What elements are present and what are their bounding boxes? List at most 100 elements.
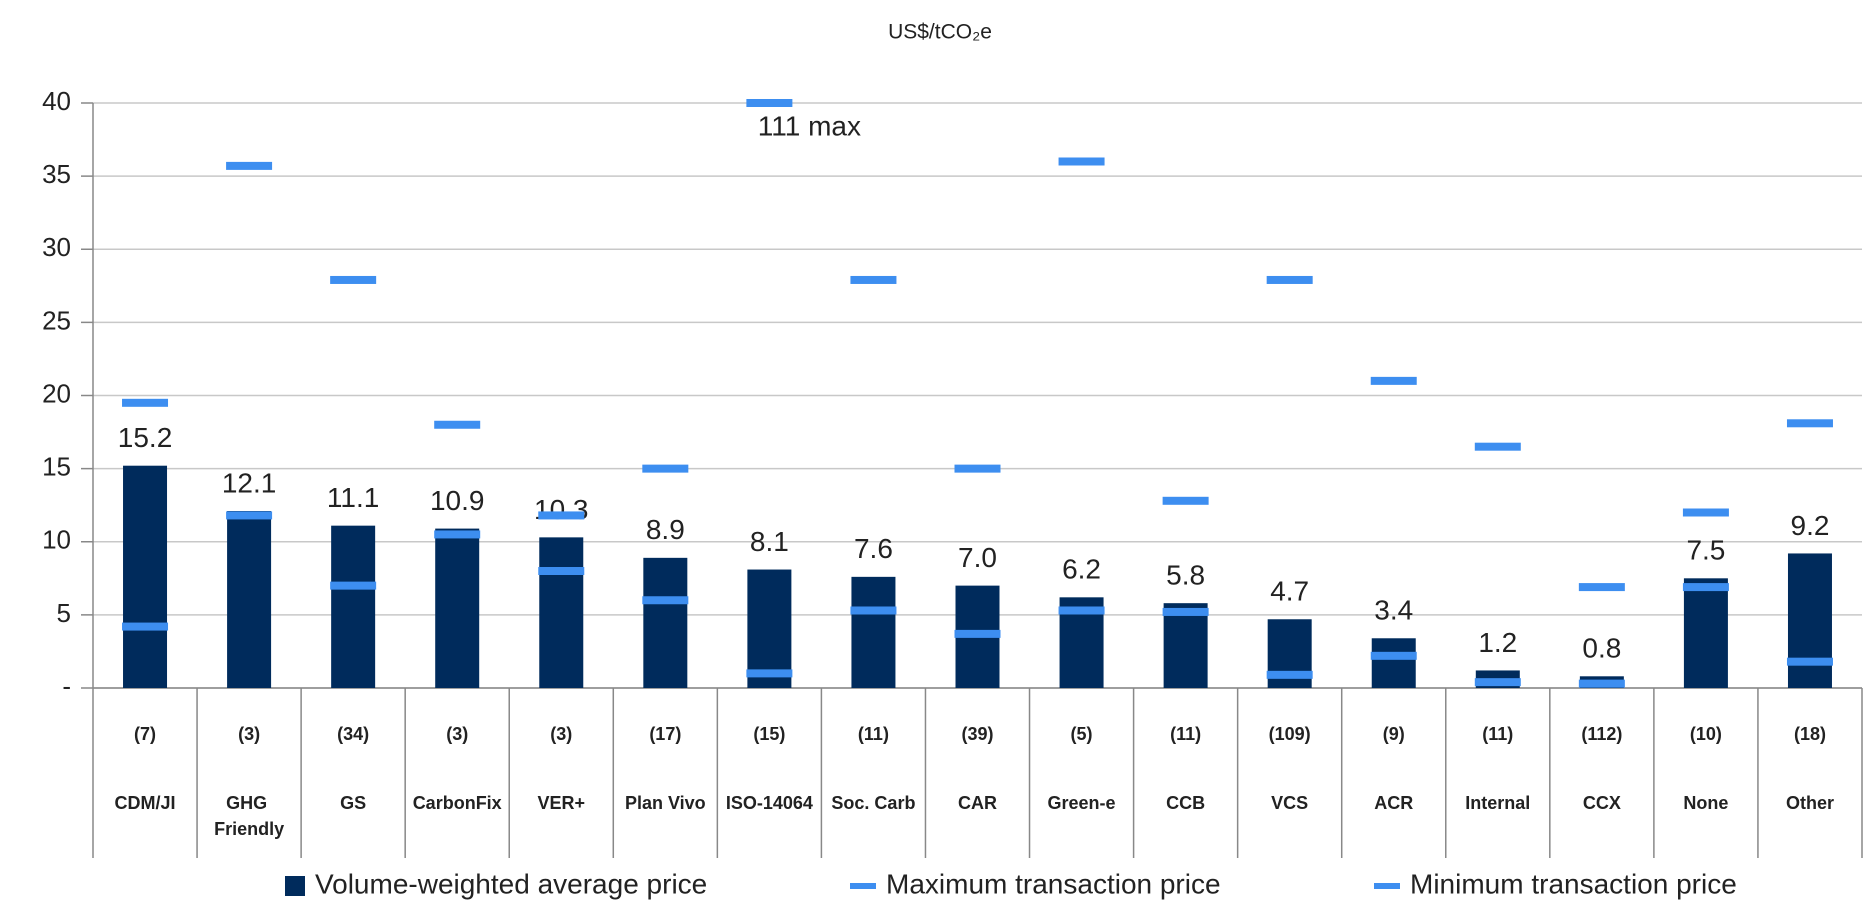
sample-size-label: (39) — [961, 724, 993, 744]
sample-size-label: (34) — [337, 724, 369, 744]
x-tick-label: Green-e — [1048, 793, 1116, 813]
sample-size-label: (112) — [1581, 724, 1622, 744]
y-tick-label: 5 — [57, 598, 71, 628]
price-marker — [1370, 376, 1417, 385]
value-label: 5.8 — [1166, 560, 1205, 591]
chart-title: US$/tCO₂e — [888, 21, 992, 44]
value-label: 3.4 — [1374, 595, 1413, 626]
sample-size-label: (3) — [550, 724, 572, 744]
price-marker — [1162, 496, 1209, 505]
sample-size-label: (3) — [446, 724, 468, 744]
price-marker — [642, 596, 689, 605]
legend-label: Minimum transaction price — [1410, 868, 1737, 899]
price-marker — [1474, 442, 1521, 451]
value-label: 7.6 — [854, 533, 893, 564]
price-marker — [746, 99, 793, 107]
bar — [539, 537, 584, 688]
bar — [1683, 578, 1728, 688]
sample-size-label: (9) — [1383, 724, 1405, 744]
price-marker — [850, 606, 897, 615]
price-marker — [330, 581, 377, 590]
x-tick-label: CDM/JI — [115, 793, 176, 813]
price-marker — [1786, 657, 1833, 666]
value-label: 8.9 — [646, 514, 685, 545]
price-marker — [330, 275, 377, 284]
value-label: 7.0 — [958, 542, 997, 573]
price-marker — [1682, 508, 1729, 517]
sample-size-label: (3) — [238, 724, 260, 744]
value-label: 10.3 — [534, 494, 589, 525]
y-tick-label: 15 — [42, 452, 71, 482]
bar — [1371, 638, 1416, 688]
bar — [331, 525, 376, 688]
sample-size-label: (11) — [1482, 724, 1513, 744]
legend-label: Maximum transaction price — [886, 868, 1221, 899]
value-label: 9.2 — [1791, 510, 1830, 541]
x-tick-label: CAR — [958, 793, 997, 813]
x-tick-label: GS — [340, 793, 366, 813]
legend-label: Volume-weighted average price — [315, 868, 707, 899]
sample-size-label: (18) — [1794, 724, 1826, 744]
price-marker — [538, 567, 585, 575]
x-tick-label: CCX — [1583, 793, 1621, 813]
legend-swatch — [850, 883, 876, 889]
x-tick-label: CarbonFix — [413, 793, 502, 813]
value-label: 7.5 — [1686, 535, 1725, 566]
x-tick-label: Soc. Carb — [831, 793, 915, 813]
x-tick-label: VER+ — [537, 793, 585, 813]
x-tick-label-line: GHG — [226, 793, 272, 813]
sample-size-label: (109) — [1269, 724, 1311, 744]
price-marker — [954, 629, 1001, 638]
price-marker — [1058, 157, 1105, 166]
price-marker — [1266, 670, 1313, 679]
y-tick-label: 25 — [42, 305, 71, 335]
price-marker — [1578, 583, 1625, 592]
value-label: 1.2 — [1478, 627, 1517, 658]
price-marker — [226, 511, 273, 520]
price-marker — [1162, 607, 1209, 616]
bar — [643, 557, 688, 688]
sample-size-label: (10) — [1690, 724, 1722, 744]
y-tick-label: 30 — [42, 232, 71, 262]
value-label: 11.1 — [327, 482, 379, 513]
x-tick-label-line: Friendly — [214, 819, 284, 839]
x-tick-label: CCB — [1166, 793, 1205, 813]
price-marker — [1474, 678, 1521, 687]
y-tick-label: 35 — [42, 159, 71, 189]
price-marker — [122, 622, 169, 631]
value-label: 10.9 — [430, 485, 485, 516]
sample-size-label: (15) — [753, 724, 785, 744]
price-marker — [1370, 651, 1417, 660]
y-tick-label: 10 — [42, 525, 71, 555]
bar — [1163, 603, 1208, 688]
price-marker — [954, 464, 1001, 473]
price-marker — [1058, 606, 1105, 615]
x-tick-label: Internal — [1465, 793, 1530, 813]
sample-size-label: (5) — [1071, 724, 1093, 744]
x-tick-label: Other — [1786, 793, 1834, 813]
bar — [747, 569, 792, 688]
value-label: 4.7 — [1270, 576, 1309, 607]
price-marker — [642, 464, 689, 473]
y-tick-label: - — [62, 671, 71, 701]
x-tick-label: ACR — [1374, 793, 1413, 813]
value-label: 8.1 — [750, 526, 789, 557]
bar — [227, 511, 272, 688]
price-marker — [434, 420, 481, 429]
annotation: 111 max — [758, 110, 861, 141]
bar — [1787, 553, 1832, 688]
x-tick-label: GHG Friendly — [214, 793, 284, 839]
price-marker — [1266, 275, 1313, 284]
sample-size-label: (7) — [134, 724, 156, 744]
bar — [123, 465, 168, 688]
value-label: 6.2 — [1062, 554, 1101, 585]
sample-size-label: (11) — [1170, 724, 1201, 744]
y-tick-label: 40 — [42, 86, 71, 116]
bar — [435, 528, 480, 688]
legend-swatch — [1374, 883, 1400, 889]
value-label: 12.1 — [222, 467, 277, 498]
price-marker — [746, 669, 793, 678]
price-marker — [850, 275, 897, 284]
legend-swatch — [285, 876, 305, 896]
